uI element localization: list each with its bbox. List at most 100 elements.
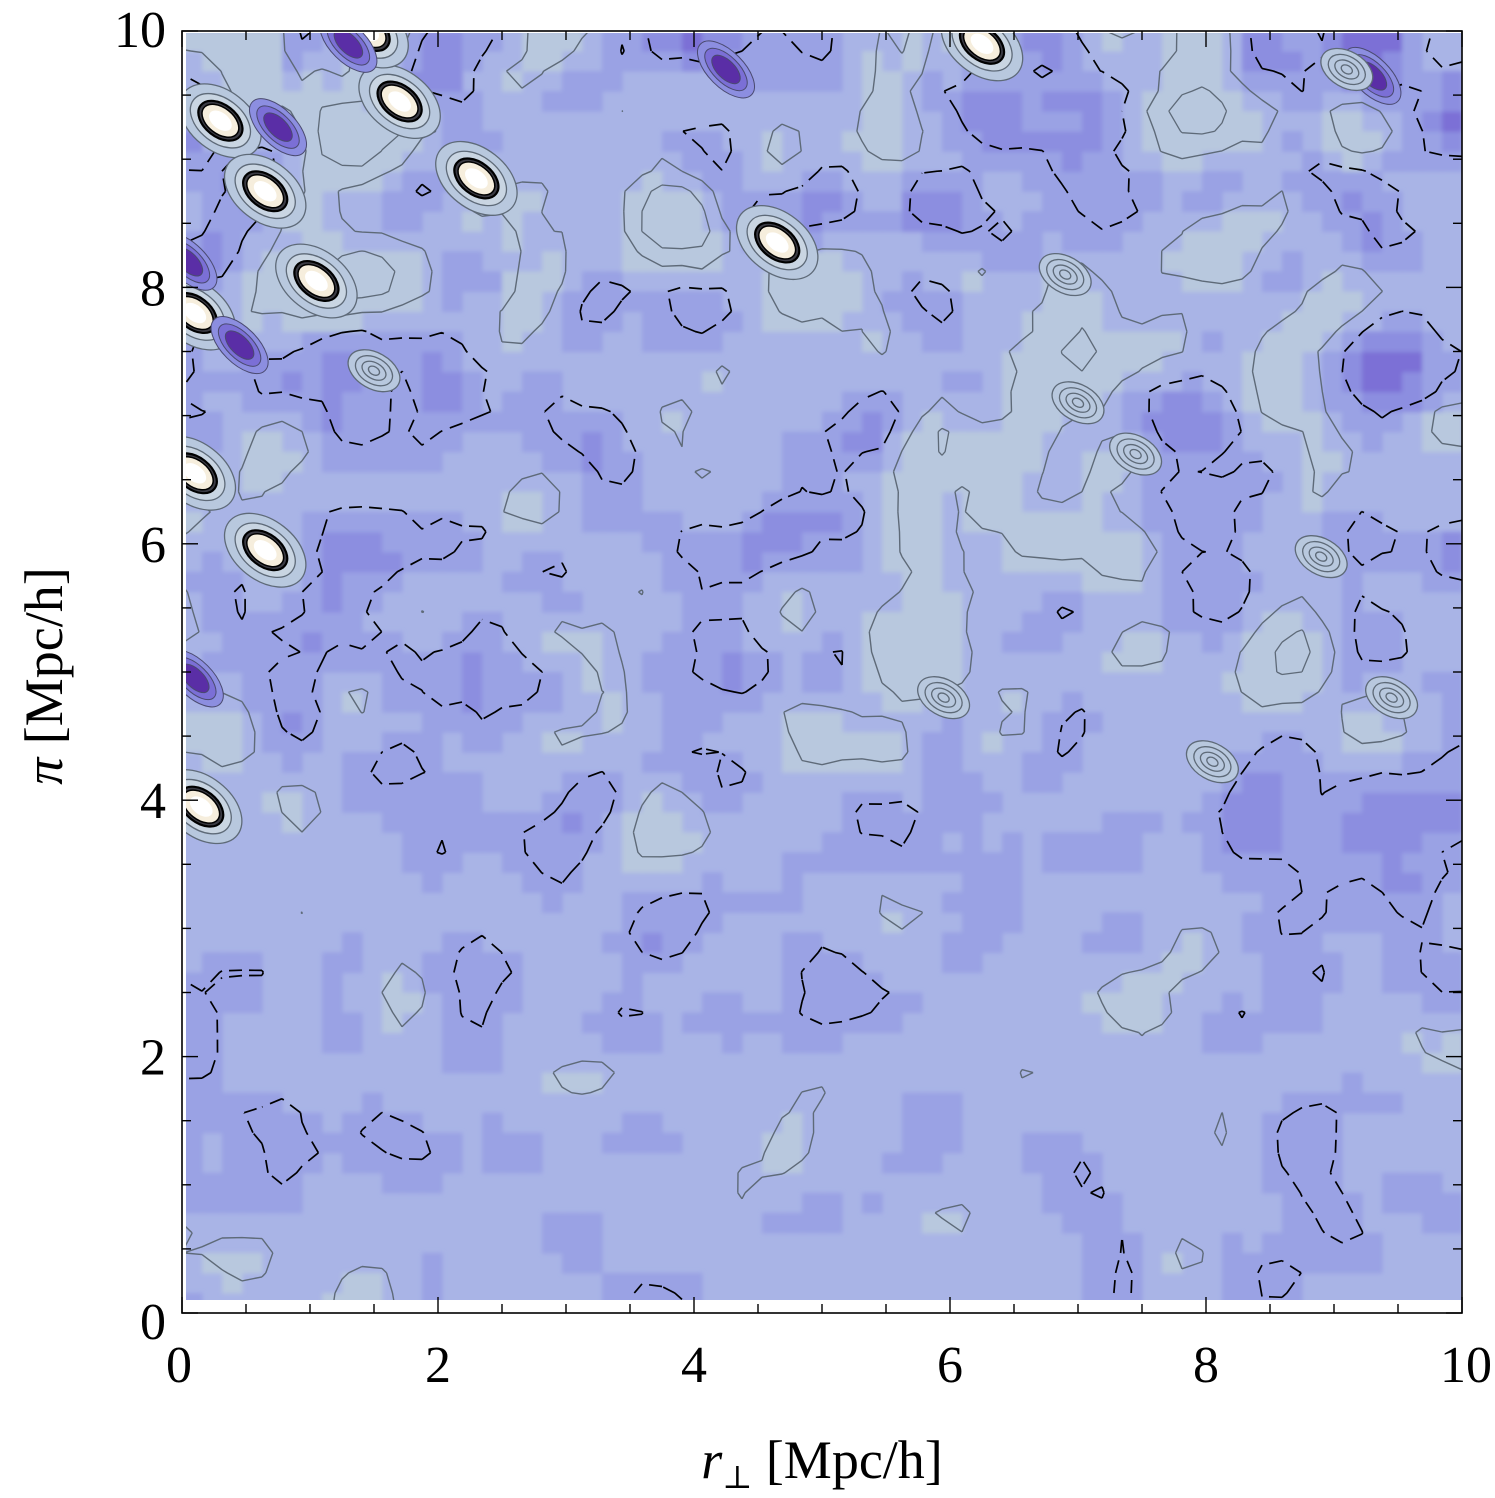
contour-cell — [782, 1212, 803, 1234]
x-axis-symbol: r — [701, 1430, 723, 1490]
contour-cell — [302, 411, 323, 433]
contour-cell — [822, 471, 843, 493]
contour-cell — [1442, 431, 1462, 453]
contour-cell — [1262, 932, 1283, 953]
contour-cell — [322, 1032, 343, 1054]
contour-cell — [682, 892, 703, 913]
contour-cell — [1302, 1172, 1323, 1194]
contour-cell — [1062, 832, 1083, 853]
contour-cell — [1182, 571, 1203, 593]
contour-cell — [422, 331, 443, 353]
contour-cell — [1022, 411, 1043, 433]
plot-area — [186, 33, 1462, 1300]
contour-cell — [1442, 752, 1462, 773]
contour-cell — [1022, 1132, 1043, 1154]
contour-cell — [642, 191, 663, 212]
contour-cell — [1202, 812, 1223, 833]
contour-cell — [402, 351, 423, 373]
contour-cell — [322, 411, 343, 433]
contour-cell — [186, 511, 203, 533]
contour-cell — [1042, 291, 1063, 312]
contour-cell — [202, 1012, 223, 1034]
contour-cell — [1202, 1032, 1223, 1054]
contour-cell — [622, 892, 643, 913]
contour-cell — [482, 411, 503, 433]
contour-cell — [282, 1152, 303, 1174]
peak-ring — [347, 349, 401, 393]
contour-cell — [1322, 1252, 1343, 1274]
contour-cell — [442, 551, 463, 573]
contour-cell — [1322, 912, 1343, 933]
contour-cell — [962, 491, 983, 513]
contour-cell — [382, 211, 403, 232]
contour-cell — [922, 571, 943, 593]
contour-cell — [322, 992, 343, 1014]
contour-cell — [242, 631, 263, 653]
contour-cell — [842, 131, 863, 152]
contour-cell — [902, 511, 923, 533]
contour-cell — [462, 692, 483, 713]
contour-cell — [342, 451, 363, 473]
contour-cell — [1262, 631, 1283, 653]
contour-cell — [542, 451, 563, 473]
contour-cell — [762, 531, 783, 553]
contour-cell — [802, 531, 823, 553]
contour-cell — [802, 191, 823, 212]
contour-cell — [1402, 551, 1423, 573]
contour-cell — [682, 631, 703, 653]
contour-cell — [1102, 932, 1123, 953]
contour-cell — [1262, 1272, 1283, 1294]
contour-cell — [1262, 351, 1283, 373]
contour-cell — [302, 1112, 323, 1134]
contour-cell — [842, 191, 863, 212]
contour-cell — [862, 732, 883, 753]
contour-cell — [702, 171, 723, 192]
contour-cell — [562, 1072, 583, 1094]
contour-cell — [1322, 1212, 1343, 1234]
contour-cell — [1302, 91, 1323, 112]
y-tick-label: 10 — [114, 2, 166, 59]
contour-cell — [302, 151, 323, 172]
contour-cell — [782, 531, 803, 553]
contour-cell — [642, 531, 663, 553]
contour-cell — [1322, 812, 1343, 833]
contour-cell — [682, 732, 703, 753]
contour-cell — [1022, 531, 1043, 553]
contour-cell — [1222, 672, 1243, 693]
contour-cell — [1282, 1132, 1303, 1154]
contour-cell — [322, 652, 343, 673]
contour-cell — [1342, 151, 1363, 172]
contour-cell — [922, 531, 943, 553]
contour-cell — [302, 71, 323, 92]
contour-cell — [1062, 752, 1083, 773]
contour-cell — [1342, 852, 1363, 873]
contour-cell — [1282, 91, 1303, 112]
contour-cell — [1102, 33, 1123, 52]
peak-ring — [186, 302, 207, 324]
contour-cell — [1302, 1092, 1323, 1114]
contour-cell — [1242, 71, 1263, 92]
contour-cell — [402, 551, 423, 573]
contour-cell — [582, 431, 603, 453]
contour-cell — [782, 852, 803, 873]
contour-cell — [622, 812, 643, 833]
contour-cell — [962, 792, 983, 813]
contour-cell — [382, 972, 403, 994]
contour-cell — [322, 1293, 343, 1300]
contour-cell — [722, 772, 743, 793]
contour-cell — [582, 652, 603, 673]
contour-cell — [1442, 91, 1462, 112]
contour-cell — [662, 852, 683, 873]
contour-cell — [1082, 291, 1103, 312]
contour-cell — [942, 111, 963, 132]
contour-peak — [435, 140, 518, 216]
contour-cell — [862, 411, 883, 433]
contour-cell — [462, 531, 483, 553]
contour-cell — [622, 191, 643, 212]
contour-cell — [742, 672, 763, 693]
contour-cell — [942, 231, 963, 252]
contour-cell — [262, 652, 283, 673]
contour-cell — [822, 171, 843, 192]
contour-cell — [1082, 471, 1103, 493]
trough-ring — [333, 33, 364, 59]
